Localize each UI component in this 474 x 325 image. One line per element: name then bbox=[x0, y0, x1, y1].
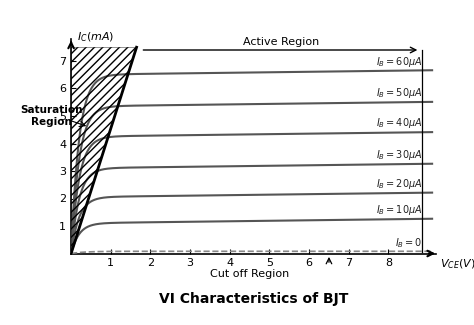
Text: $V_{CE}(V)$: $V_{CE}(V)$ bbox=[440, 258, 474, 271]
Text: $I_B = 20\mu A$: $I_B = 20\mu A$ bbox=[376, 177, 422, 191]
Text: Saturation
Region: Saturation Region bbox=[20, 105, 82, 127]
Text: $I_B = 60\mu A$: $I_B = 60\mu A$ bbox=[376, 55, 422, 69]
Text: Active Region: Active Region bbox=[243, 37, 319, 47]
Text: $I_B = 50\mu A$: $I_B = 50\mu A$ bbox=[376, 86, 422, 100]
Text: $I_B = 10\mu A$: $I_B = 10\mu A$ bbox=[376, 203, 422, 217]
Text: VI Characteristics of BJT: VI Characteristics of BJT bbox=[159, 292, 348, 306]
Text: Cut off Region: Cut off Region bbox=[210, 269, 289, 279]
Text: $I_B = 40\mu A$: $I_B = 40\mu A$ bbox=[376, 116, 422, 130]
Text: $I_B = 0$: $I_B = 0$ bbox=[395, 236, 422, 250]
Text: $I_B = 30\mu A$: $I_B = 30\mu A$ bbox=[376, 148, 422, 162]
Text: $I_C(mA)$: $I_C(mA)$ bbox=[77, 31, 114, 45]
